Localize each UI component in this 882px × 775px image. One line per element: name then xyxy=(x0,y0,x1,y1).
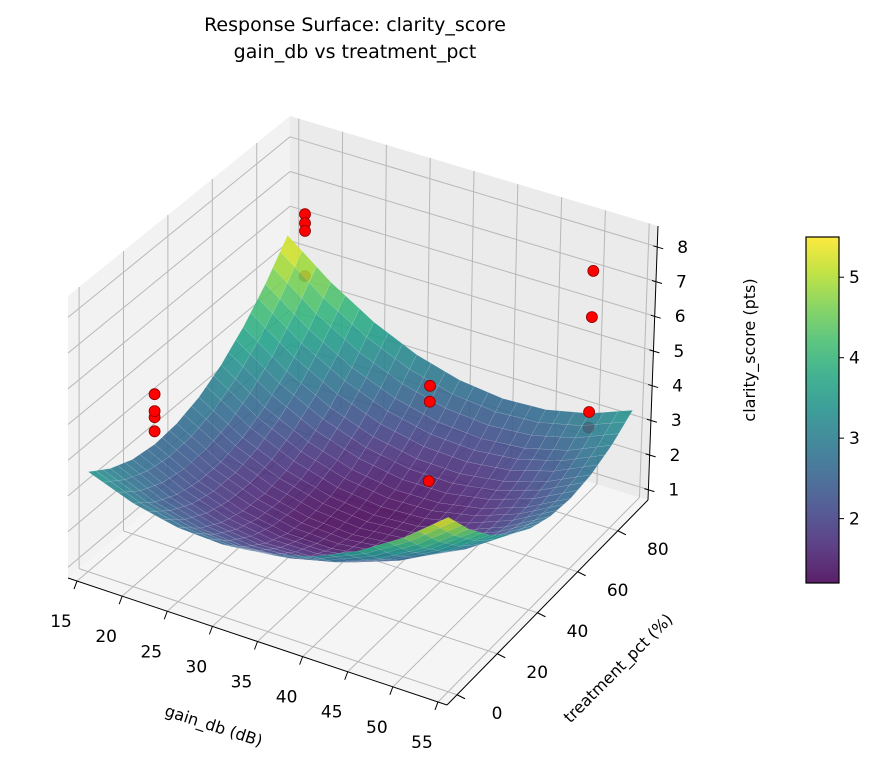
scatter-layer xyxy=(148,208,600,488)
scatter-point xyxy=(586,311,598,324)
x-tick xyxy=(118,595,123,605)
x-tick-label: 15 xyxy=(50,612,72,632)
z-tick-label: 1 xyxy=(668,481,679,501)
y-axis-line xyxy=(446,499,649,706)
gridline-x xyxy=(392,483,598,688)
surface-patch xyxy=(541,503,565,515)
colorbar-tick-label: 2 xyxy=(849,510,860,530)
surface-patch xyxy=(446,524,470,536)
z-tick-label: 5 xyxy=(673,342,684,362)
z-tick xyxy=(645,453,656,458)
gridline-z xyxy=(67,136,291,318)
z-tick xyxy=(649,349,660,354)
x-tick-label: 35 xyxy=(231,673,253,693)
x-axis-label: gain_db (dB) xyxy=(162,701,265,751)
gridline-z xyxy=(67,171,291,354)
surface-patch xyxy=(548,497,572,508)
scatter-point xyxy=(424,379,436,392)
x-tick xyxy=(254,641,258,650)
surface-patch xyxy=(603,421,627,436)
z-tick-label: 4 xyxy=(672,377,683,397)
gridline-z xyxy=(289,240,654,352)
scatter-point xyxy=(583,406,595,418)
gridline-z xyxy=(67,275,291,461)
gridline-y xyxy=(123,530,498,655)
z-axis-line xyxy=(647,225,659,501)
x-tick xyxy=(299,656,304,665)
colorbar-tick-label: 3 xyxy=(849,429,860,449)
gridline-x xyxy=(437,497,640,703)
z-tick xyxy=(648,384,659,389)
z-tick-label: 3 xyxy=(671,411,682,431)
x-tick xyxy=(163,611,168,620)
y-tick xyxy=(497,653,506,659)
surface-patch xyxy=(562,482,585,494)
chart-title: Response Surface: clarity_score xyxy=(204,14,506,36)
gridline-z xyxy=(289,171,657,282)
x-tick xyxy=(434,701,439,711)
gridline-z xyxy=(289,205,655,317)
x-tick-label: 20 xyxy=(95,627,117,647)
gridline-z xyxy=(67,205,291,390)
y-tick-label: 40 xyxy=(567,622,589,642)
y-tick-label: 0 xyxy=(492,704,503,724)
surface-patch xyxy=(521,520,544,529)
z-tick-label: 2 xyxy=(670,446,681,466)
x-tick-label: 30 xyxy=(186,657,208,677)
surface-patch xyxy=(508,528,530,536)
scatter-point xyxy=(422,475,435,488)
chart-subtitle: gain_db vs treatment_pct xyxy=(234,41,477,63)
scatter-point xyxy=(148,388,161,401)
colorbar: 2 3 4 5 xyxy=(805,236,860,584)
x-tick-label: 55 xyxy=(411,733,433,753)
response-surface xyxy=(87,234,634,563)
z-tick xyxy=(651,280,663,284)
x-tick xyxy=(208,626,213,635)
gridline-x xyxy=(638,223,650,498)
gridline-y xyxy=(78,568,458,696)
z-tick-label: 6 xyxy=(675,307,686,327)
scatter-point xyxy=(299,224,311,237)
scatter-point xyxy=(587,264,600,277)
gridline-z xyxy=(289,275,653,387)
z-tick xyxy=(644,488,655,493)
surface-patch xyxy=(466,532,491,541)
x-tick-label: 45 xyxy=(321,703,343,723)
colorbar-gradient xyxy=(805,236,840,584)
z-tick xyxy=(646,418,658,423)
x-tick xyxy=(344,671,349,680)
gridline-z xyxy=(67,240,291,425)
x-tick-label: 25 xyxy=(140,642,162,662)
scatter-point xyxy=(423,395,436,408)
y-tick-label: 80 xyxy=(647,540,669,560)
y-tick xyxy=(456,694,466,700)
surface-patch xyxy=(453,528,477,538)
scatter-point xyxy=(148,425,161,438)
z-axis-label: clarity_score (pts) xyxy=(740,278,760,421)
colorbar-tick-label: 4 xyxy=(849,349,860,369)
x-tick-label: 50 xyxy=(366,718,388,738)
gridline-z xyxy=(289,136,658,248)
x-tick xyxy=(389,686,394,696)
y-tick xyxy=(617,530,627,536)
y-tick xyxy=(537,612,546,618)
z-tick-label: 7 xyxy=(676,272,687,292)
scatter-point xyxy=(148,405,161,418)
z-tick xyxy=(650,314,661,319)
z-tick xyxy=(653,245,664,250)
colorbar-tick-label: 5 xyxy=(849,268,860,288)
surface-patch xyxy=(432,517,456,529)
y-tick-label: 60 xyxy=(607,581,629,601)
z-tick-label: 8 xyxy=(677,238,688,258)
y-tick-label: 20 xyxy=(526,663,548,683)
x-tick xyxy=(73,580,78,590)
x-tick-label: 40 xyxy=(276,688,298,708)
y-tick xyxy=(577,571,586,577)
